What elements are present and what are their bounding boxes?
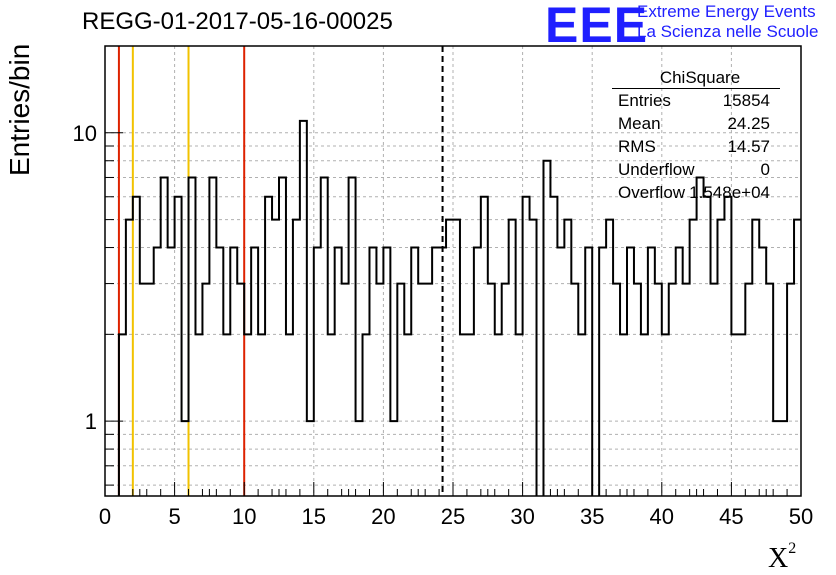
- logo-line-2: La Scienza nelle Scuole: [637, 22, 819, 41]
- stats-row: Mean 24.25: [612, 112, 780, 135]
- x-tick-label: 0: [99, 504, 111, 529]
- stats-value: 24.25: [727, 114, 770, 133]
- logo-line-1: Extreme Energy Events: [637, 2, 816, 21]
- stats-row: RMS 14.57: [612, 135, 780, 158]
- x-tick-label: 40: [650, 504, 674, 529]
- stats-key: Entries: [618, 91, 671, 110]
- x-axis-label-exponent: 2: [788, 540, 797, 557]
- x-tick-label: 15: [302, 504, 326, 529]
- stats-row: Entries 15854: [612, 89, 780, 112]
- stats-title: ChiSquare: [659, 68, 741, 87]
- stats-divider: [612, 88, 780, 89]
- x-tick-label: 20: [371, 504, 395, 529]
- stats-value: 14.57: [727, 137, 770, 156]
- eee-logo: EEE: [545, 0, 649, 53]
- y-tick-label: 10: [73, 121, 97, 146]
- x-axis-label-symbol: X: [768, 543, 789, 574]
- stats-value: 0: [760, 160, 770, 179]
- stats-box: ChiSquare Entries 15854 Mean 24.25 RMS 14.5…: [612, 66, 780, 204]
- x-tick-label: 30: [510, 504, 534, 529]
- reference-lines: [117, 46, 444, 496]
- x-tick-label: 25: [441, 504, 465, 529]
- chart-title: REGG-01-2017-05-16-00025: [82, 8, 393, 35]
- stats-value: 15854: [722, 91, 770, 110]
- stats-key: RMS: [618, 137, 656, 156]
- stats-value: 1.548e+04: [689, 183, 770, 202]
- stats-key: Overflow: [618, 183, 686, 202]
- x-axis-label: X2: [768, 540, 796, 575]
- x-tick-label: 50: [789, 504, 813, 529]
- x-tick-label: 45: [719, 504, 743, 529]
- y-tick-label: 1: [85, 409, 97, 434]
- x-tick-label: 35: [580, 504, 604, 529]
- tick-labels: 0 5 10 15 20 25 30 35 40 45 50 1 10: [73, 121, 814, 529]
- stats-row: Overflow 1.548e+04: [612, 181, 780, 204]
- y-axis-label: Entries/bin: [4, 43, 35, 176]
- histogram-line: [117, 119, 801, 496]
- stats-row: Underflow 0: [612, 158, 780, 181]
- axis-ticks: [104, 45, 802, 496]
- histogram-series: [117, 119, 801, 496]
- x-tick-label: 10: [232, 504, 256, 529]
- x-tick-label: 5: [168, 504, 180, 529]
- stats-key: Underflow: [618, 160, 695, 179]
- stats-key: Mean: [618, 114, 661, 133]
